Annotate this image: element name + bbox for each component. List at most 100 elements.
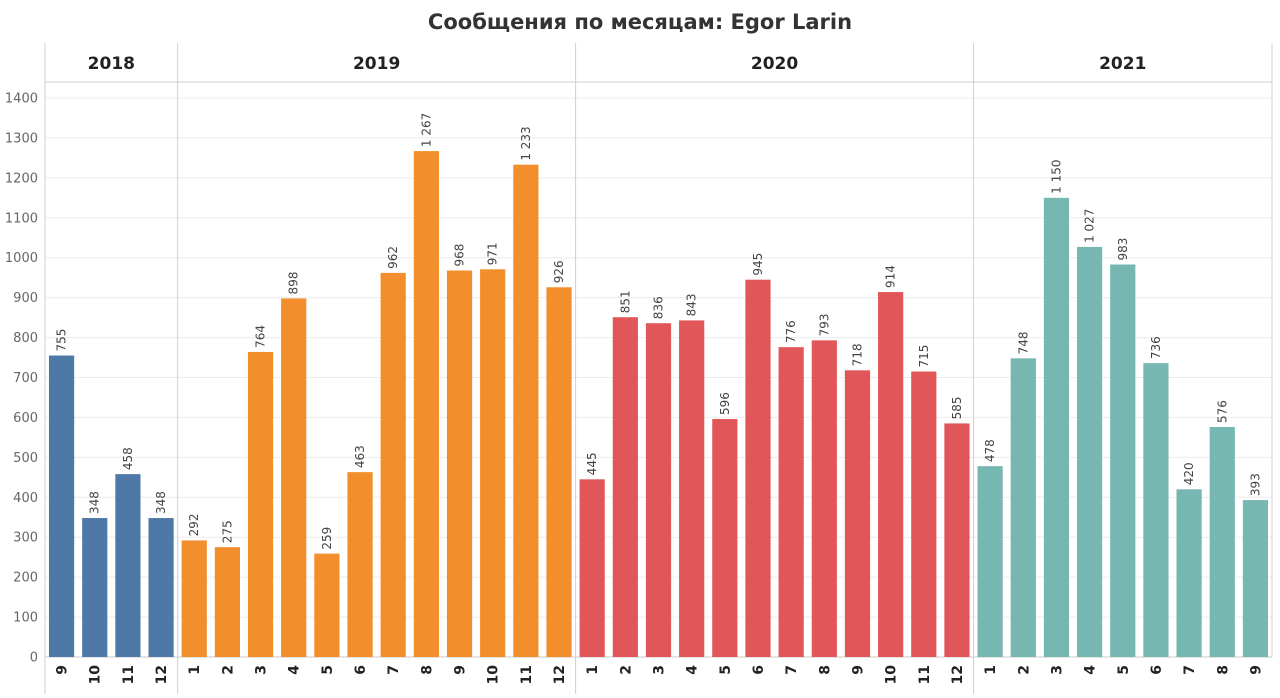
data-label-layer: 755 348 458 348 292 275 764 898 259 463 962 1 267 96… bbox=[55, 113, 1263, 550]
data-label: 1 267 bbox=[419, 113, 433, 147]
bar bbox=[115, 474, 141, 657]
axis-layer: 0 100 200 300 400 500 600 700 800 900 1000 1100 1200… bbox=[5, 54, 1265, 684]
data-label: 348 bbox=[154, 491, 168, 514]
data-label: 926 bbox=[552, 260, 566, 283]
data-label: 585 bbox=[950, 397, 964, 420]
data-label: 793 bbox=[817, 313, 831, 336]
data-label: 458 bbox=[121, 447, 135, 470]
y-tick-label: 600 bbox=[13, 411, 38, 426]
bar bbox=[1209, 427, 1235, 657]
data-label: 576 bbox=[1215, 400, 1229, 423]
x-tick-label: 9 bbox=[1248, 665, 1264, 675]
x-tick-label: 9 bbox=[55, 665, 71, 675]
bar bbox=[546, 287, 572, 657]
bar bbox=[579, 479, 605, 657]
bar bbox=[214, 547, 240, 657]
x-tick-label: 5 bbox=[1116, 665, 1132, 675]
x-tick-label: 1 bbox=[585, 665, 601, 675]
bar bbox=[679, 320, 705, 657]
bar bbox=[281, 298, 307, 657]
x-tick-label: 9 bbox=[850, 665, 866, 675]
data-label: 463 bbox=[353, 445, 367, 468]
bar bbox=[380, 272, 406, 657]
data-label: 1 027 bbox=[1083, 209, 1097, 243]
data-label: 393 bbox=[1248, 473, 1262, 496]
data-label: 755 bbox=[55, 329, 69, 352]
bar bbox=[513, 164, 539, 657]
bar bbox=[878, 292, 904, 657]
year-header: 2018 bbox=[88, 54, 135, 74]
bar bbox=[413, 151, 439, 658]
y-tick-label: 1100 bbox=[5, 211, 38, 226]
x-tick-label: 4 bbox=[1083, 665, 1099, 675]
x-tick-label: 6 bbox=[353, 665, 369, 675]
bar bbox=[977, 466, 1003, 657]
data-label: 718 bbox=[850, 343, 864, 366]
bar bbox=[247, 351, 274, 657]
bar bbox=[82, 518, 108, 657]
year-header: 2021 bbox=[1099, 54, 1146, 74]
year-header: 2019 bbox=[353, 54, 400, 74]
data-label: 748 bbox=[1016, 331, 1030, 354]
bar bbox=[944, 423, 970, 657]
data-label: 259 bbox=[320, 527, 334, 550]
bar bbox=[1176, 489, 1202, 657]
year-header: 2020 bbox=[751, 54, 798, 74]
data-label: 1 233 bbox=[519, 126, 533, 160]
data-label: 478 bbox=[983, 439, 997, 462]
data-label: 983 bbox=[1116, 238, 1130, 261]
bar bbox=[48, 355, 75, 657]
bar bbox=[181, 540, 207, 657]
x-tick-label: 10 bbox=[884, 665, 900, 685]
x-tick-label: 7 bbox=[1182, 665, 1198, 675]
data-label: 898 bbox=[287, 272, 301, 295]
bar bbox=[1242, 500, 1269, 657]
x-tick-label: 6 bbox=[751, 665, 767, 675]
x-tick-label: 7 bbox=[784, 665, 800, 675]
data-label: 420 bbox=[1182, 462, 1196, 485]
x-tick-label: 6 bbox=[1149, 665, 1165, 675]
bar bbox=[1143, 363, 1169, 657]
x-tick-label: 8 bbox=[1215, 665, 1231, 675]
x-tick-label: 9 bbox=[453, 665, 469, 675]
bar bbox=[1110, 264, 1136, 657]
x-tick-label: 3 bbox=[652, 665, 668, 675]
data-label: 445 bbox=[585, 452, 599, 475]
data-label: 945 bbox=[751, 253, 765, 276]
data-label: 275 bbox=[220, 520, 234, 543]
bar bbox=[480, 269, 506, 657]
data-label: 968 bbox=[453, 244, 467, 267]
data-label: 776 bbox=[784, 320, 798, 343]
data-label: 596 bbox=[718, 392, 732, 415]
x-tick-label: 2 bbox=[220, 665, 236, 675]
x-tick-label: 4 bbox=[287, 665, 303, 675]
x-tick-label: 8 bbox=[817, 665, 833, 675]
y-tick-label: 200 bbox=[13, 571, 38, 586]
x-tick-label: 4 bbox=[685, 665, 701, 675]
x-tick-label: 5 bbox=[320, 665, 336, 675]
data-label: 764 bbox=[254, 325, 268, 348]
bar bbox=[148, 518, 174, 657]
bar bbox=[347, 472, 373, 657]
data-label: 715 bbox=[917, 345, 931, 368]
bar bbox=[314, 553, 340, 657]
chart-title: Сообщения по месяцам: Egor Larin bbox=[428, 10, 852, 34]
data-label: 836 bbox=[652, 296, 666, 319]
data-label: 348 bbox=[88, 491, 102, 514]
x-tick-label: 8 bbox=[419, 665, 435, 675]
bar bbox=[645, 323, 672, 657]
y-tick-label: 400 bbox=[13, 491, 38, 506]
bar bbox=[1043, 197, 1070, 658]
bar bbox=[844, 370, 871, 657]
x-tick-label: 3 bbox=[254, 665, 270, 675]
data-label: 1 150 bbox=[1049, 159, 1063, 193]
bar bbox=[1010, 358, 1036, 657]
y-tick-label: 100 bbox=[13, 611, 38, 626]
x-tick-label: 10 bbox=[486, 665, 502, 685]
bar bbox=[446, 270, 473, 657]
x-tick-label: 10 bbox=[88, 665, 104, 685]
x-tick-label: 2 bbox=[618, 665, 634, 675]
x-tick-label: 1 bbox=[983, 665, 999, 675]
data-label: 843 bbox=[685, 293, 699, 316]
